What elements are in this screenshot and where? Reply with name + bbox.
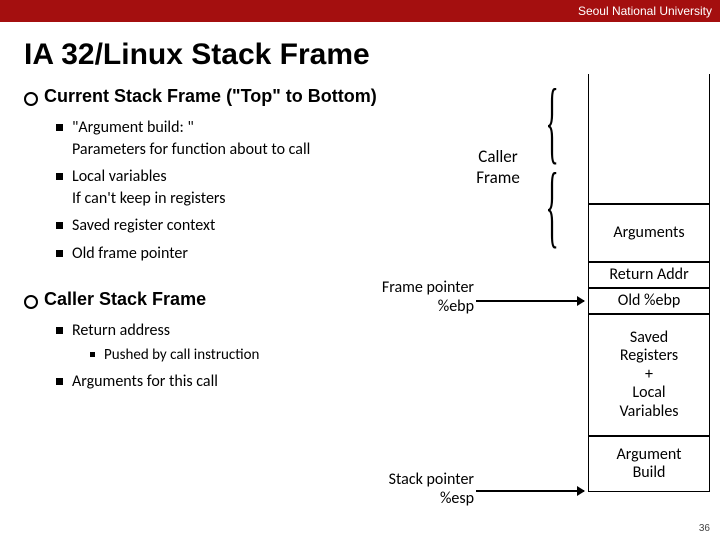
stack-cell: Return Addr [588,262,710,288]
list-item: Local variables If can't keep in registe… [56,166,444,209]
list-item: Pushed by call instruction [90,345,444,365]
arrow-icon [476,300,584,302]
stack-cell [588,74,710,204]
list-item: "Argument build: " Parameters for functi… [56,117,444,160]
bullet-list-0: "Argument build: " Parameters for functi… [56,117,444,265]
arrow-icon [476,490,584,492]
stack-cell: Argument Build [588,436,710,492]
brace-icon: { [545,164,558,247]
list-item: Arguments for this call [56,371,444,393]
caller-frame-label: Caller Frame [468,146,528,188]
institution-label: Seoul National University [578,4,712,18]
stack-cell: Saved Registers + Local Variables [588,314,710,436]
stack-diagram: Caller Frame { { ArgumentsReturn AddrOld… [430,86,715,536]
section-heading-0: Current Stack Frame ("Top" to Bottom) [24,86,444,107]
stack-cell: Old %ebp [588,288,710,314]
bullet-list-1: Return address Pushed by call instructio… [56,320,444,393]
stack-pointer-label: Stack pointer %esp [354,470,474,508]
stack-cell: Arguments [588,204,710,262]
slide-title: IA 32/Linux Stack Frame [24,38,720,72]
page-number: 36 [699,523,710,534]
list-item: Return address Pushed by call instructio… [56,320,444,366]
list-item: Old frame pointer [56,243,444,265]
top-bar: Seoul National University [0,0,720,22]
sub-list: Pushed by call instruction [90,345,444,365]
list-item: Saved register context [56,215,444,237]
frame-pointer-label: Frame pointer %ebp [354,278,474,316]
brace-icon: { [545,80,558,163]
left-column: Current Stack Frame ("Top" to Bottom) "A… [24,86,444,417]
